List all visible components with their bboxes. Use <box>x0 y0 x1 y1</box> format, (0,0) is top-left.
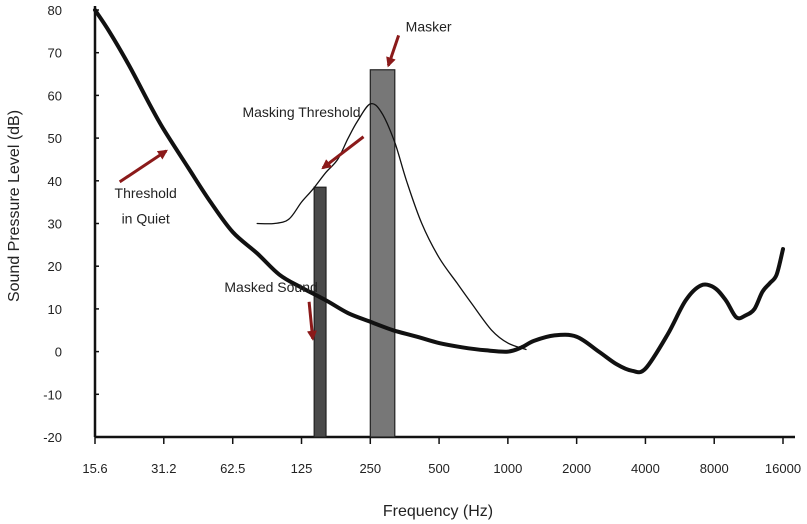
annotation-masking-threshold: Masking Threshold <box>242 104 360 120</box>
axes: 80 70 60 50 40 30 20 10 0 -10 -20 15.6 31.2 62.5 125 25… <box>43 3 801 476</box>
y-tick-label: 60 <box>48 88 62 103</box>
annotation-masker: Masker <box>406 18 452 34</box>
x-tick-label: 125 <box>291 461 313 476</box>
bars <box>313 69 396 438</box>
masked-sound-bar <box>313 186 327 438</box>
x-tick-label: 16000 <box>765 461 801 476</box>
x-tick-label: 2000 <box>562 461 591 476</box>
annotation-arrow <box>321 135 365 170</box>
annotation-arrow <box>386 34 401 68</box>
x-tick-label: 1000 <box>493 461 522 476</box>
x-tick-label: 62.5 <box>220 461 245 476</box>
x-tick-label: 4000 <box>631 461 660 476</box>
x-tick-label: 8000 <box>700 461 729 476</box>
y-tick-label: 30 <box>48 217 62 232</box>
y-axis-title: Sound Pressure Level (dB) <box>6 110 23 302</box>
annotation-threshold: Threshold <box>115 185 177 201</box>
x-tick-label: 15.6 <box>82 461 107 476</box>
x-tick-label: 500 <box>428 461 450 476</box>
annotation-masked-sound: Masked Sound <box>224 279 317 295</box>
annotation-in-quiet: in Quiet <box>122 211 170 227</box>
y-tick-label: 40 <box>48 174 62 189</box>
y-tick-label: 0 <box>55 345 62 360</box>
y-tick-label: -10 <box>43 387 62 402</box>
y-tick-label: 50 <box>48 131 62 146</box>
y-tick-label: 70 <box>48 46 62 61</box>
y-tick-label: 10 <box>48 302 62 317</box>
y-tick-label: -20 <box>43 430 62 445</box>
x-tick-label: 31.2 <box>151 461 176 476</box>
series-lines <box>93 8 785 375</box>
annotation-arrow <box>118 149 168 184</box>
masker-bar <box>369 69 396 438</box>
y-tick-label: 80 <box>48 3 62 18</box>
masking-threshold-line <box>256 102 527 351</box>
annotation-arrow <box>306 301 317 341</box>
threshold-in-quiet-line <box>93 8 785 375</box>
x-tick-label: 250 <box>359 461 381 476</box>
annotations: Masker Masking Threshold Threshold in Quiet… <box>115 18 452 341</box>
y-tick-label: 20 <box>48 259 62 274</box>
x-axis-title: Frequency (Hz) <box>383 503 493 520</box>
